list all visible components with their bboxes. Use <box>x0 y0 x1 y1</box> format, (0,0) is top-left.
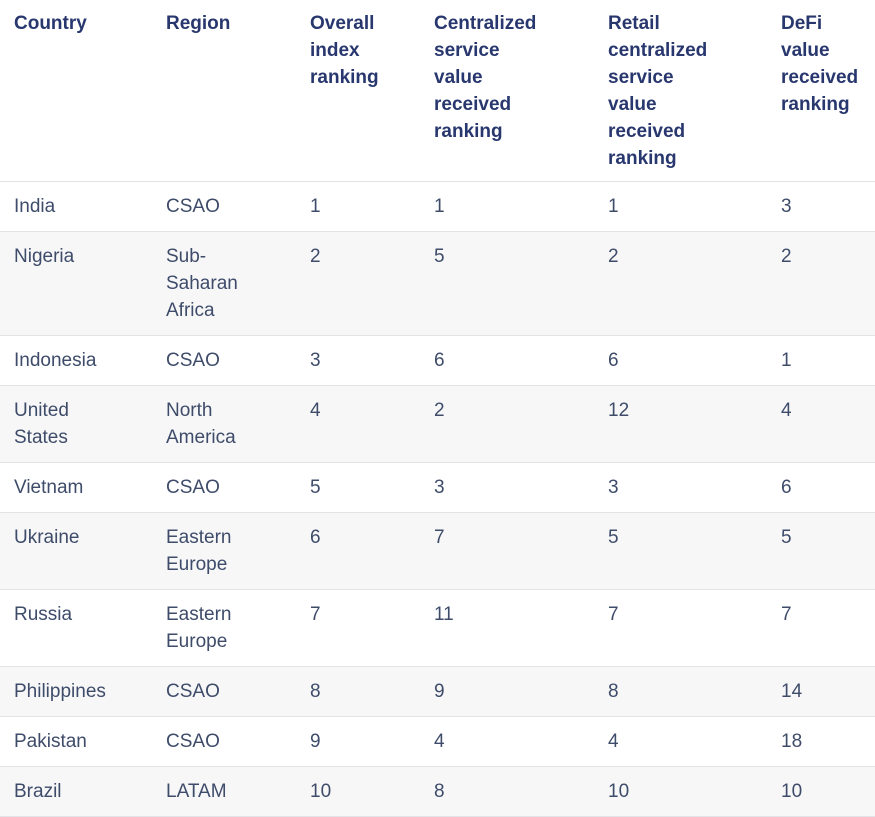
cell-retail-rank: 12 <box>594 385 767 463</box>
cell-centralized-rank: 1 <box>420 181 594 232</box>
cell-overall-rank: 10 <box>296 766 420 817</box>
column-header-region: Region <box>152 0 296 182</box>
cell-region: Sub-Saharan Africa <box>152 231 296 336</box>
column-header-centralized-service-ranking: Centralized service value received ranki… <box>420 0 594 182</box>
cell-country: India <box>0 181 152 232</box>
cell-region: Eastern Europe <box>152 589 296 667</box>
table-body: India CSAO 1 1 1 3 Nigeria Sub-Saharan A… <box>0 181 875 817</box>
table-row-brazil: Brazil LATAM 10 8 10 10 <box>0 766 875 817</box>
cell-country: Russia <box>0 589 152 667</box>
cell-region: North America <box>152 385 296 463</box>
column-header-retail-centralized-service-ranking: Retail centralized service value receive… <box>594 0 767 182</box>
cell-overall-rank: 7 <box>296 589 420 667</box>
table-row-philippines: Philippines CSAO 8 9 8 14 <box>0 666 875 717</box>
cell-centralized-rank: 4 <box>420 716 594 767</box>
cell-country: Ukraine <box>0 512 152 590</box>
cell-overall-rank: 6 <box>296 512 420 590</box>
cell-retail-rank: 7 <box>594 589 767 667</box>
cell-retail-rank: 2 <box>594 231 767 336</box>
header-row: Country Region Overall index ranking Cen… <box>0 0 875 182</box>
cell-defi-rank: 6 <box>767 462 875 513</box>
cell-defi-rank: 5 <box>767 512 875 590</box>
cell-defi-rank: 4 <box>767 385 875 463</box>
cell-centralized-rank: 8 <box>420 766 594 817</box>
cell-region: CSAO <box>152 181 296 232</box>
cell-defi-rank: 1 <box>767 335 875 386</box>
cell-overall-rank: 1 <box>296 181 420 232</box>
cell-centralized-rank: 3 <box>420 462 594 513</box>
table-row-pakistan: Pakistan CSAO 9 4 4 18 <box>0 716 875 767</box>
cell-overall-rank: 4 <box>296 385 420 463</box>
column-header-country: Country <box>0 0 152 182</box>
column-header-overall-index-ranking: Overall index ranking <box>296 0 420 182</box>
cell-centralized-rank: 9 <box>420 666 594 717</box>
cell-retail-rank: 1 <box>594 181 767 232</box>
cell-defi-rank: 7 <box>767 589 875 667</box>
cell-region: CSAO <box>152 335 296 386</box>
cell-retail-rank: 8 <box>594 666 767 717</box>
table-row-india: India CSAO 1 1 1 3 <box>0 181 875 232</box>
table-row-ukraine: Ukraine Eastern Europe 6 7 5 5 <box>0 512 875 590</box>
cell-retail-rank: 3 <box>594 462 767 513</box>
cell-region: CSAO <box>152 666 296 717</box>
cell-defi-rank: 3 <box>767 181 875 232</box>
cell-retail-rank: 6 <box>594 335 767 386</box>
cell-overall-rank: 9 <box>296 716 420 767</box>
table-row-indonesia: Indonesia CSAO 3 6 6 1 <box>0 335 875 386</box>
cell-retail-rank: 5 <box>594 512 767 590</box>
cell-region: Eastern Europe <box>152 512 296 590</box>
cell-retail-rank: 4 <box>594 716 767 767</box>
cell-centralized-rank: 5 <box>420 231 594 336</box>
cell-country: Indonesia <box>0 335 152 386</box>
cell-country: United States <box>0 385 152 463</box>
cell-region: LATAM <box>152 766 296 817</box>
cell-defi-rank: 2 <box>767 231 875 336</box>
cell-country: Brazil <box>0 766 152 817</box>
table-row-vietnam: Vietnam CSAO 5 3 3 6 <box>0 462 875 513</box>
cell-country: Vietnam <box>0 462 152 513</box>
cell-country: Philippines <box>0 666 152 717</box>
cell-overall-rank: 3 <box>296 335 420 386</box>
column-header-defi-value-ranking: DeFi value received ranking <box>767 0 875 182</box>
cell-defi-rank: 18 <box>767 716 875 767</box>
cell-overall-rank: 2 <box>296 231 420 336</box>
cell-centralized-rank: 2 <box>420 385 594 463</box>
cell-defi-rank: 14 <box>767 666 875 717</box>
cell-overall-rank: 8 <box>296 666 420 717</box>
cell-country: Nigeria <box>0 231 152 336</box>
cell-defi-rank: 10 <box>767 766 875 817</box>
table-header: Country Region Overall index ranking Cen… <box>0 0 875 182</box>
cell-country: Pakistan <box>0 716 152 767</box>
table-row-united-states: United States North America 4 2 12 4 <box>0 385 875 463</box>
cell-retail-rank: 10 <box>594 766 767 817</box>
cell-region: CSAO <box>152 462 296 513</box>
cell-centralized-rank: 6 <box>420 335 594 386</box>
table-row-nigeria: Nigeria Sub-Saharan Africa 2 5 2 2 <box>0 231 875 336</box>
cell-centralized-rank: 11 <box>420 589 594 667</box>
cell-centralized-rank: 7 <box>420 512 594 590</box>
table-row-russia: Russia Eastern Europe 7 11 7 7 <box>0 589 875 667</box>
cell-overall-rank: 5 <box>296 462 420 513</box>
cell-region: CSAO <box>152 716 296 767</box>
